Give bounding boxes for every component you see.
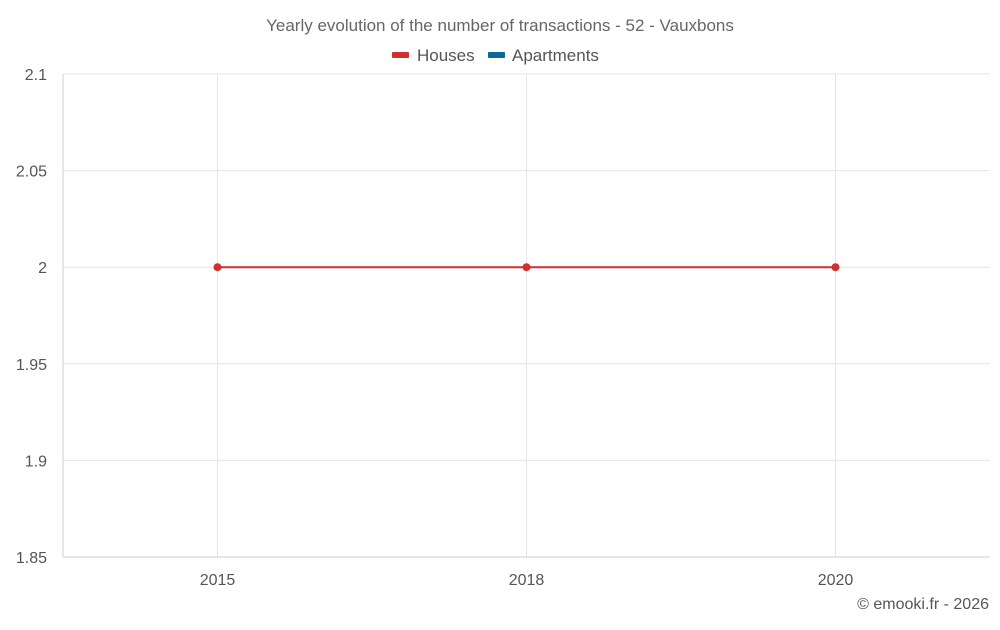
legend-item-apartments[interactable]: Apartments	[488, 46, 599, 65]
legend-label-apartments: Apartments	[512, 46, 599, 65]
y-tick-label: 1.85	[16, 550, 47, 567]
y-tick-label: 2.1	[25, 67, 47, 84]
x-tick-label: 2018	[509, 572, 545, 589]
chart-title: Yearly evolution of the number of transa…	[266, 16, 734, 35]
legend-item-houses[interactable]: Houses	[392, 46, 475, 65]
data-point-houses[interactable]	[213, 263, 222, 272]
y-tick-label: 2	[38, 260, 47, 277]
x-gridlines	[217, 74, 836, 557]
y-tick-label: 1.95	[16, 357, 47, 374]
x-tick-label: 2015	[200, 572, 236, 589]
credit-text: © emooki.fr - 2026	[857, 596, 989, 613]
data-point-houses[interactable]	[522, 263, 531, 272]
y-tick-label: 1.9	[25, 453, 47, 470]
legend-swatch-apartments	[488, 52, 505, 58]
y-axis-tick-labels: 2.1 2.05 2 1.95 1.9 1.85	[16, 67, 47, 567]
x-axis-tick-labels: 2015 2018 2020	[200, 572, 854, 589]
legend-swatch-houses	[392, 52, 409, 58]
legend: Houses Apartments	[392, 46, 599, 65]
data-point-houses[interactable]	[831, 263, 840, 272]
series-layer	[213, 263, 840, 272]
legend-label-houses: Houses	[417, 46, 475, 65]
y-tick-label: 2.05	[16, 164, 47, 181]
x-tick-label: 2020	[818, 572, 854, 589]
